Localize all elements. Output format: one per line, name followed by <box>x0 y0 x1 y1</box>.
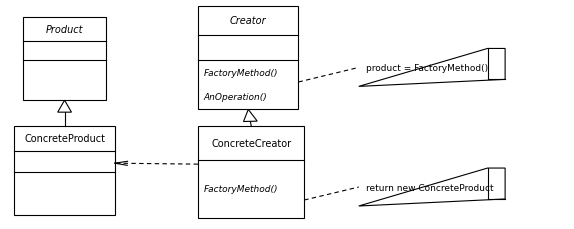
Text: FactoryMethod(): FactoryMethod() <box>204 68 278 77</box>
Bar <box>198 7 298 110</box>
Bar <box>14 126 115 215</box>
Text: ConcreteCreator: ConcreteCreator <box>211 138 291 148</box>
Bar <box>23 18 106 101</box>
Text: ConcreteProduct: ConcreteProduct <box>24 134 105 143</box>
Text: AnOperation(): AnOperation() <box>204 93 267 102</box>
Bar <box>198 126 304 218</box>
Text: FactoryMethod(): FactoryMethod() <box>204 185 278 194</box>
Text: Product: Product <box>46 25 83 35</box>
Text: Creator: Creator <box>230 16 266 26</box>
Text: return new ConcreteProduct: return new ConcreteProduct <box>366 183 493 192</box>
Polygon shape <box>359 49 505 87</box>
Polygon shape <box>243 110 257 122</box>
Polygon shape <box>359 168 505 206</box>
Text: product = FactoryMethod(): product = FactoryMethod() <box>366 64 488 73</box>
Polygon shape <box>57 101 71 113</box>
